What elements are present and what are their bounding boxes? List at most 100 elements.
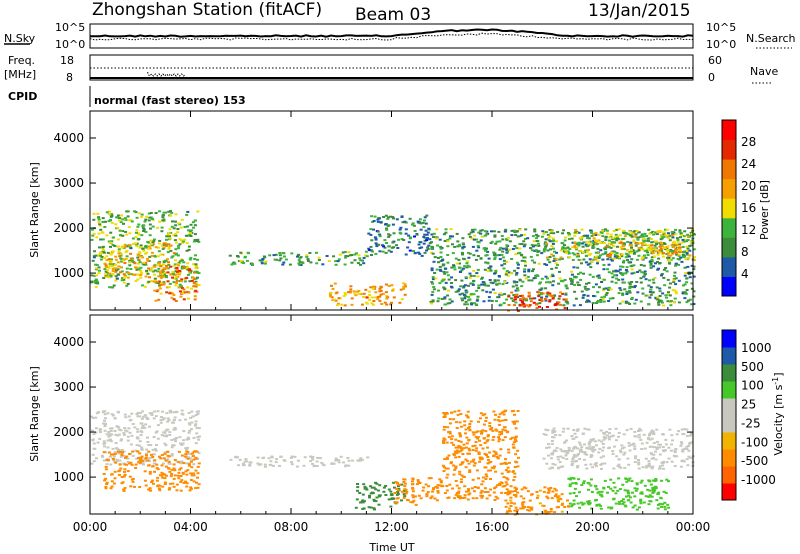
power-cell <box>336 260 340 263</box>
power-cell <box>649 264 653 267</box>
velocity-cell <box>117 433 121 436</box>
velocity-cell <box>168 470 172 473</box>
power-cell <box>446 302 450 305</box>
velocity-cell <box>474 441 478 443</box>
power-cell <box>382 216 386 218</box>
power-cell <box>646 237 650 240</box>
power-cell <box>551 284 555 287</box>
power-cell <box>678 248 682 251</box>
power-cell <box>607 254 611 257</box>
power-cell <box>487 296 491 299</box>
power-cell <box>559 280 563 283</box>
velocity-cell <box>637 467 641 470</box>
power-cell <box>637 254 641 257</box>
power-cell <box>501 238 505 241</box>
power-cell <box>159 270 163 273</box>
velocity-cell <box>197 438 201 441</box>
velocity-cell <box>159 419 163 422</box>
power-cell <box>359 293 363 296</box>
power-cell <box>382 245 385 248</box>
power-cell <box>597 274 601 277</box>
velocity-cell <box>159 457 163 460</box>
power-cell <box>672 246 676 249</box>
velocity-cell <box>169 411 173 414</box>
power-cell <box>622 259 626 262</box>
velocity-cell <box>101 455 105 458</box>
power-cell <box>601 253 605 256</box>
velocity-cell <box>576 447 580 450</box>
power-cell <box>506 274 510 277</box>
power-cell <box>621 274 625 276</box>
power-cell <box>432 260 436 263</box>
power-cell <box>397 238 401 241</box>
velocity-cell <box>180 454 184 457</box>
power-cell <box>374 291 378 294</box>
velocity-cell <box>179 475 183 477</box>
power-cell <box>573 241 577 244</box>
power-cell <box>621 229 625 232</box>
power-cell <box>162 282 166 285</box>
power-cell <box>515 230 519 233</box>
velocity-cell <box>309 455 313 458</box>
power-cell <box>444 228 448 231</box>
power-cell <box>522 245 526 248</box>
power-cell <box>601 229 605 232</box>
velocity-cell <box>504 419 507 421</box>
velocity-cell <box>147 450 151 453</box>
power-cell <box>677 244 681 247</box>
power-cell <box>383 301 387 304</box>
velocity-cell <box>471 449 475 451</box>
power-cell <box>495 254 499 257</box>
velocity-cell <box>596 491 600 494</box>
power-cell <box>482 247 486 250</box>
velocity-cell <box>578 458 582 461</box>
power-cell <box>371 303 375 306</box>
velocity-cell <box>477 420 480 423</box>
velocity-cell <box>490 426 494 429</box>
velocity-cell <box>123 463 127 466</box>
velocity-cell <box>477 451 481 454</box>
velocity-cell <box>168 487 172 490</box>
velocity-cell <box>618 465 622 468</box>
power-cell <box>524 297 528 300</box>
power-cell <box>379 286 383 289</box>
power-cell <box>194 263 198 266</box>
power-cell <box>193 298 197 301</box>
power-cell <box>578 304 582 307</box>
power-cell <box>584 249 588 252</box>
power-cell <box>138 261 142 264</box>
power-cell <box>166 233 170 236</box>
power-cell <box>403 220 407 223</box>
velocity-cell <box>651 488 655 491</box>
velocity-cell <box>463 494 467 497</box>
velocity-cell <box>503 429 507 432</box>
power-cell <box>615 274 619 277</box>
power-cell <box>587 248 591 251</box>
power-cell <box>370 249 373 252</box>
power-cell <box>297 259 301 262</box>
power-cell <box>157 242 161 245</box>
power-cell <box>193 219 197 222</box>
power-cell <box>523 237 527 240</box>
power-cell <box>639 264 643 266</box>
power-cell <box>162 261 166 264</box>
power-cell <box>170 296 174 299</box>
power-cell <box>629 241 633 244</box>
power-cell <box>177 247 180 250</box>
power-cell <box>571 252 575 255</box>
velocity-colorbar-swatch <box>722 330 736 348</box>
velocity-cell <box>133 426 137 429</box>
power-cell <box>690 303 694 306</box>
velocity-cell <box>165 412 169 415</box>
power-cell <box>653 277 657 279</box>
power-cell <box>404 253 408 256</box>
power-cell <box>433 272 437 274</box>
power-cell <box>97 221 101 223</box>
velocity-cell <box>585 453 589 456</box>
power-cell <box>142 261 146 264</box>
velocity-cell <box>355 498 359 501</box>
velocity-cell <box>118 459 122 462</box>
velocity-cell <box>687 455 691 458</box>
velocity-cell <box>479 458 483 461</box>
